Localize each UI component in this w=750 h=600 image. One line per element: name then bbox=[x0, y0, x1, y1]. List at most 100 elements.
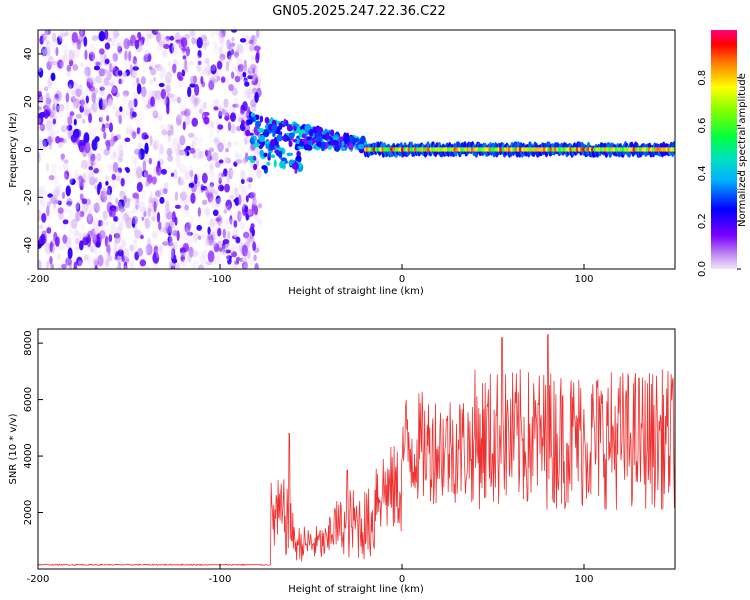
heatmap-transition-cell bbox=[274, 149, 280, 154]
heatmap-noise-cell bbox=[150, 105, 158, 118]
heatmap-noise-cell bbox=[189, 75, 196, 85]
heatmap-noise-cell bbox=[178, 96, 182, 106]
heatmap-noise-cell bbox=[226, 75, 230, 88]
heatmap-noise-cell bbox=[203, 116, 210, 125]
heatmap-noise-cell bbox=[158, 40, 166, 47]
heatmap-noise-cell bbox=[245, 135, 251, 143]
heatmap-noise-cell bbox=[189, 169, 194, 178]
heatmap-noise-cell bbox=[147, 33, 154, 40]
heatmap-noise-cell bbox=[114, 232, 121, 244]
heatmap-noise-cell bbox=[140, 76, 146, 85]
heatmap-noise-cell bbox=[153, 209, 157, 221]
heatmap-noise-cell bbox=[253, 198, 259, 204]
heatmap-transition-cell bbox=[247, 132, 254, 136]
heatmap-noise-cell bbox=[122, 90, 130, 97]
heatmap-noise-cell bbox=[211, 63, 216, 72]
heatmap-transition-cell bbox=[316, 130, 321, 137]
heatmap-noise-cell bbox=[119, 193, 124, 200]
heatmap-noise-cell bbox=[127, 197, 131, 203]
heatmap-noise-cell bbox=[141, 46, 146, 52]
heatmap-noise-cell bbox=[197, 207, 201, 217]
heatmap-noise-cell bbox=[125, 110, 130, 116]
colorbar: 0.0 0.2 0.4 0.6 0.8 Normalized spectral ampl… bbox=[697, 30, 748, 277]
heatmap-noise-cell bbox=[82, 232, 89, 238]
heatmap-noise-cell bbox=[168, 241, 174, 247]
heatmap-noise-cell bbox=[234, 187, 239, 197]
heatmap-noise-cell bbox=[88, 257, 95, 263]
heatmap-noise-cell bbox=[219, 53, 226, 61]
heatmap-noise-cell bbox=[80, 224, 86, 231]
heatmap-noise-cell bbox=[71, 32, 79, 43]
snr-x-tick-label: -200 bbox=[27, 574, 50, 585]
heatmap-noise-cell bbox=[153, 200, 157, 212]
heatmap-noise-cell bbox=[106, 98, 112, 111]
heatmap-noise-cell bbox=[156, 63, 162, 70]
heatmap-noise-cell bbox=[74, 168, 79, 178]
heatmap-noise-cell bbox=[144, 218, 151, 229]
heatmap-noise-cell bbox=[187, 132, 195, 138]
heatmap-noise-cell bbox=[234, 50, 239, 60]
heatmap-noise-cell bbox=[247, 106, 251, 114]
heatmap-noise-cell bbox=[200, 254, 207, 266]
heatmap-noise-cell bbox=[196, 224, 202, 231]
heatmap-noise-cell bbox=[45, 162, 50, 172]
heatmap-noise-cell bbox=[136, 77, 140, 86]
heatmap-transition-cell bbox=[341, 140, 345, 147]
heatmap-noise-cell bbox=[211, 30, 215, 37]
heatmap-noise-cell bbox=[117, 144, 124, 152]
heatmap-noise-cell bbox=[209, 32, 214, 39]
heatmap-noise-cell bbox=[81, 202, 89, 214]
heatmap-noise-cell bbox=[73, 261, 78, 269]
heatmap-noise-cell bbox=[151, 230, 159, 239]
heatmap-noise-cell bbox=[100, 187, 107, 199]
heatmap-noise-cell bbox=[88, 85, 95, 92]
heatmap-noise-cell bbox=[143, 170, 149, 177]
heatmap-noise-cell bbox=[107, 81, 115, 87]
heatmap-noise-cell bbox=[93, 202, 100, 214]
heatmap-noise-cell bbox=[51, 194, 58, 205]
heatmap-noise-cell bbox=[228, 167, 234, 180]
spectrogram-x-tick-label: -200 bbox=[27, 274, 50, 285]
heatmap-noise-cell bbox=[211, 120, 215, 129]
heatmap-noise-cell bbox=[151, 262, 157, 269]
heatmap-noise-cell bbox=[79, 62, 84, 68]
heatmap-noise-cell bbox=[131, 98, 135, 110]
heatmap-noise-cell bbox=[209, 197, 214, 206]
heatmap-noise-cell bbox=[104, 67, 110, 78]
heatmap-noise-cell bbox=[86, 213, 93, 225]
heatmap-noise-cell bbox=[151, 215, 156, 222]
heatmap-noise-cell bbox=[159, 33, 166, 46]
heatmap-noise-cell bbox=[179, 135, 186, 146]
heatmap-noise-cell bbox=[48, 43, 55, 48]
heatmap-transition-cell bbox=[335, 145, 340, 152]
heatmap-noise-cell bbox=[152, 140, 156, 147]
heatmap-noise-cell bbox=[84, 177, 90, 183]
heatmap-noise-cell bbox=[176, 157, 181, 167]
heatmap-noise-cell bbox=[143, 54, 150, 63]
heatmap-noise-cell bbox=[133, 148, 141, 155]
heatmap-noise-cell bbox=[230, 243, 235, 254]
spectrogram-x-label: Height of straight line (km) bbox=[288, 286, 424, 297]
heatmap-noise-cell bbox=[183, 200, 188, 206]
heatmap-noise-cell bbox=[77, 260, 83, 267]
spectrogram-x-tick-label: 100 bbox=[574, 274, 593, 285]
heatmap-noise-cell bbox=[243, 263, 249, 269]
heatmap-transition-cell bbox=[288, 132, 295, 138]
heatmap-noise-cell bbox=[231, 251, 237, 258]
heatmap-noise-cell bbox=[250, 63, 257, 70]
heatmap-noise-cell bbox=[120, 214, 126, 226]
heatmap-noise-cell bbox=[70, 134, 78, 143]
heatmap-noise-cell bbox=[140, 86, 147, 98]
heatmap-noise-cell bbox=[117, 223, 123, 236]
heatmap-noise-cell bbox=[220, 185, 224, 192]
heatmap-noise-cell bbox=[154, 93, 159, 103]
spectrogram-y-label: Frequency (Hz) bbox=[8, 112, 19, 188]
heatmap-noise-cell bbox=[177, 176, 182, 186]
heatmap-noise-cell bbox=[176, 142, 182, 152]
heatmap-noise-cell bbox=[148, 196, 153, 204]
heatmap-noise-cell bbox=[51, 208, 56, 216]
heatmap-noise-cell bbox=[240, 178, 245, 185]
heatmap-noise-cell bbox=[227, 204, 231, 212]
heatmap-noise-cell bbox=[246, 236, 251, 245]
heatmap-noise-cell bbox=[238, 44, 246, 56]
